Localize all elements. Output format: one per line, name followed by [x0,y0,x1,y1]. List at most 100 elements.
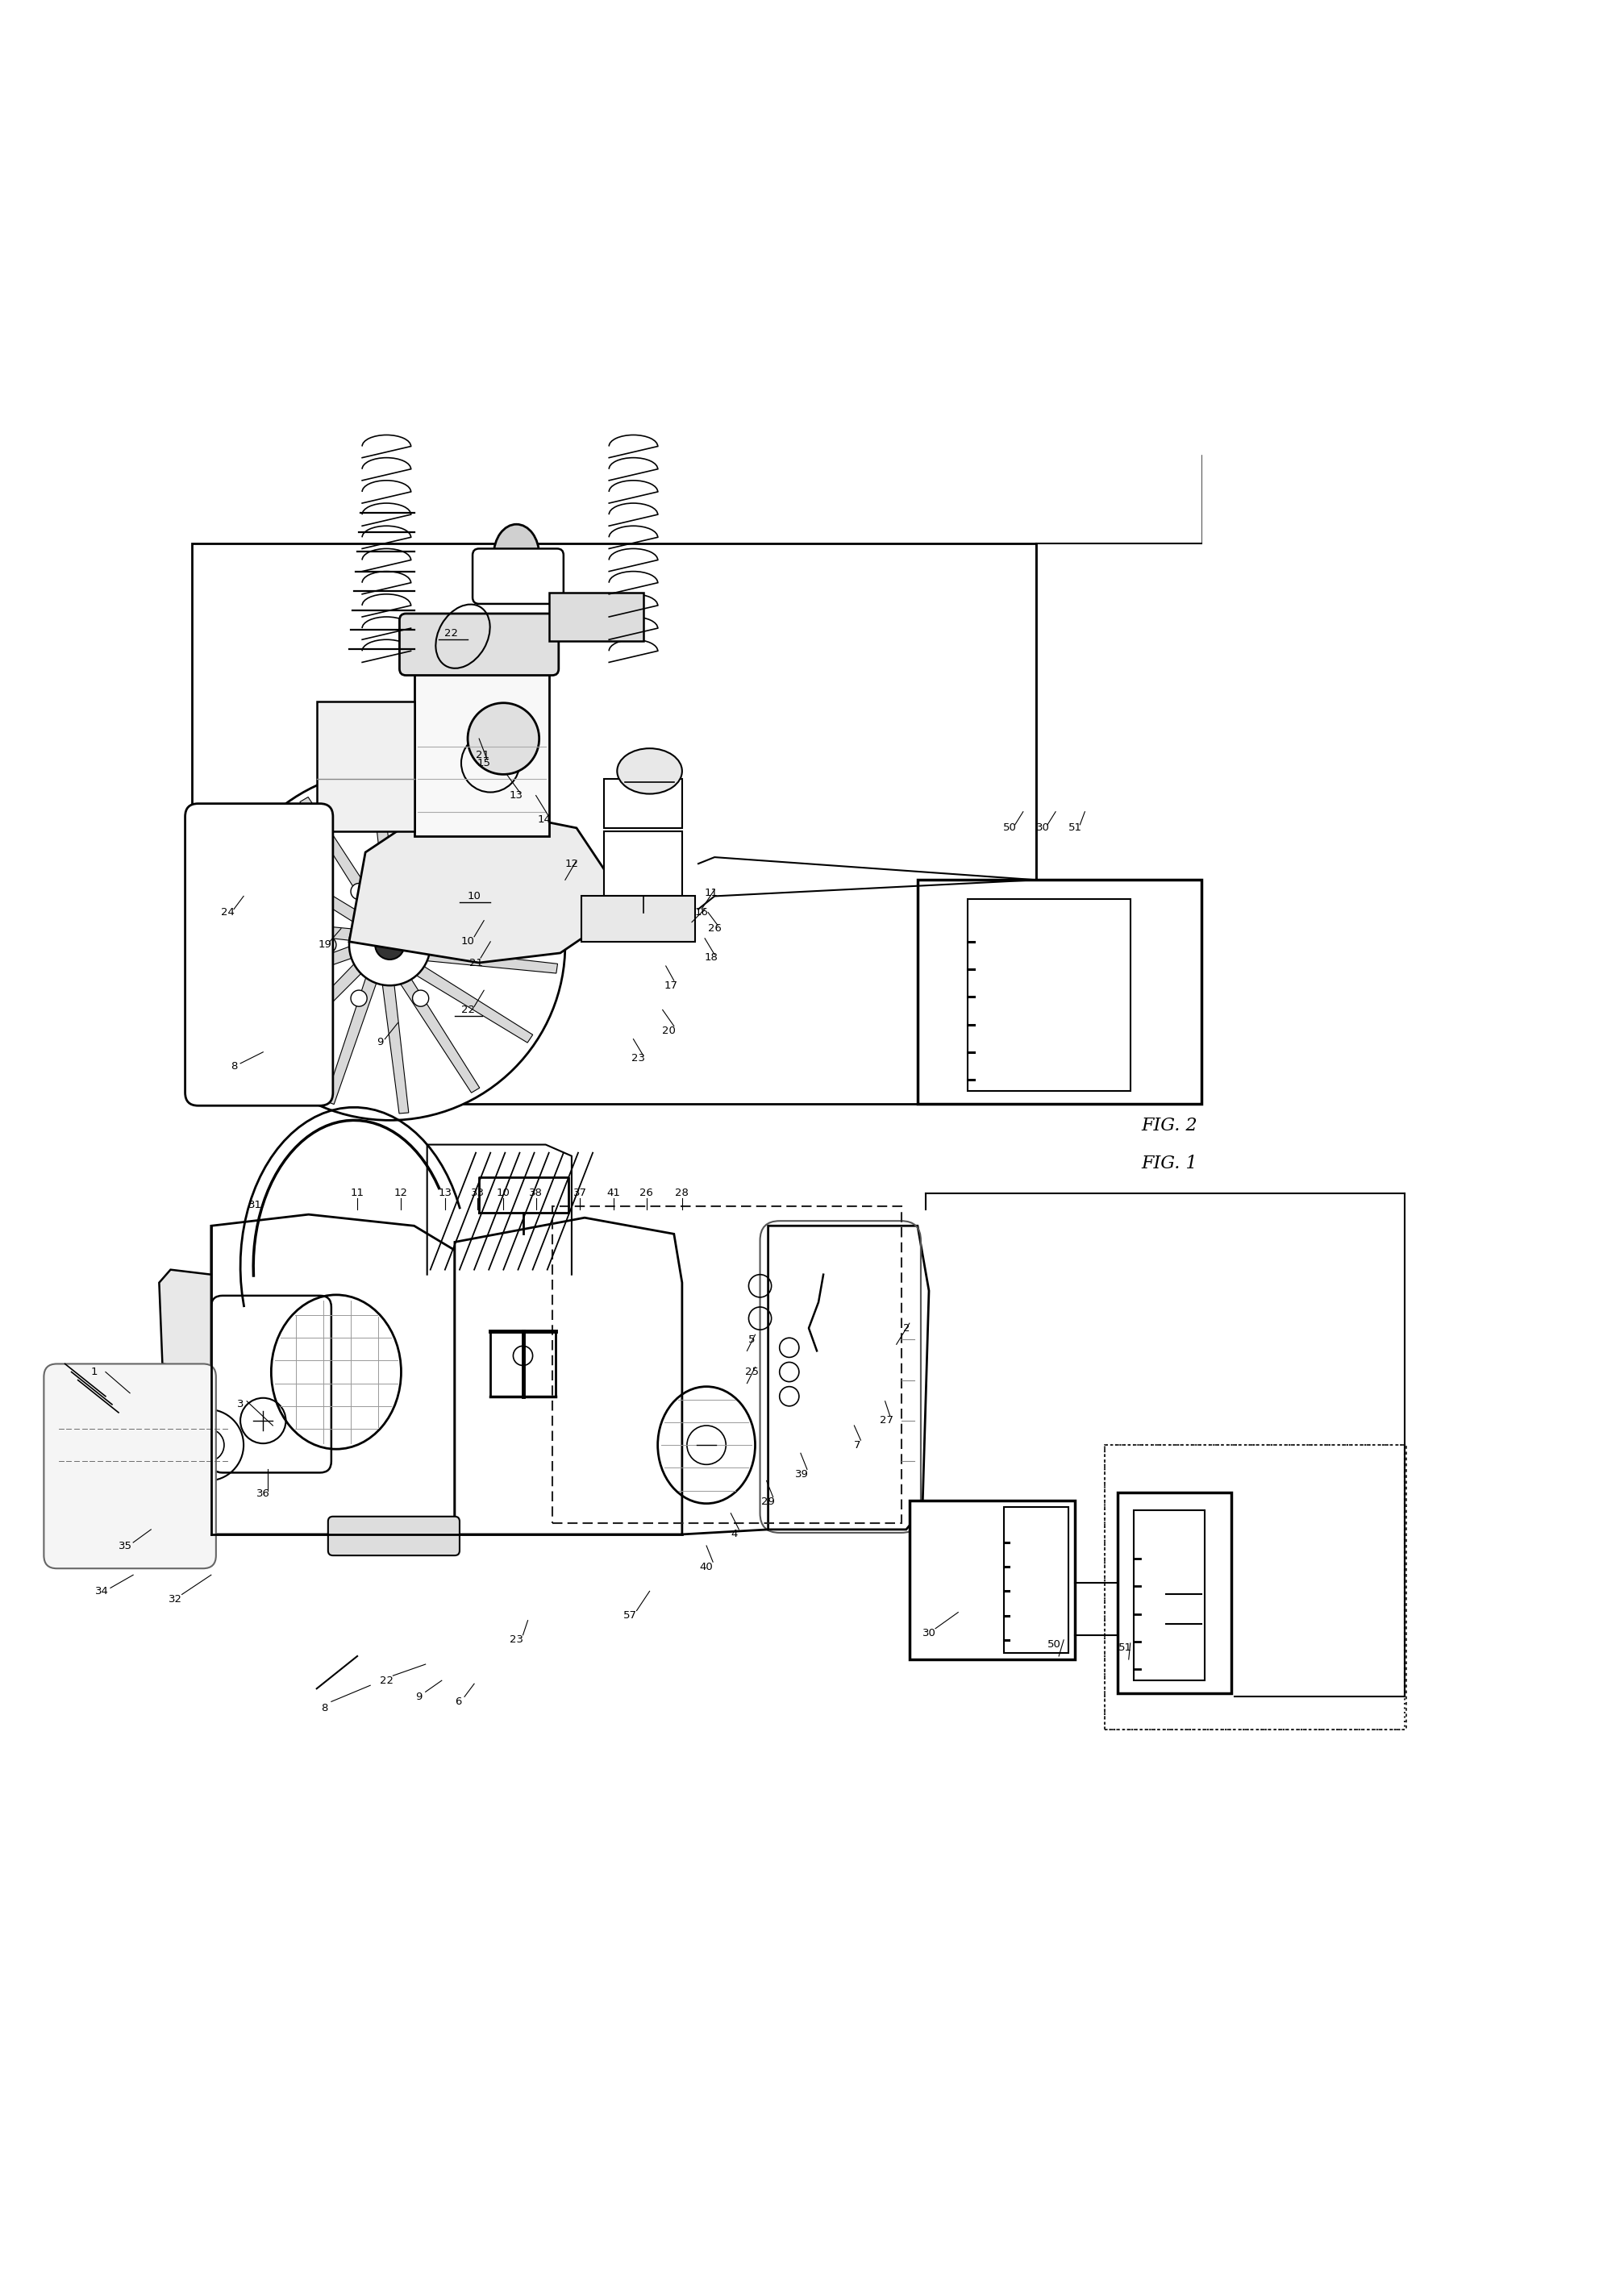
Text: 40: 40 [700,1562,713,1573]
Text: 29: 29 [762,1496,775,1507]
Bar [909,1500,1075,1659]
Polygon shape [227,946,356,1000]
Text: 17: 17 [664,980,677,991]
Bar [1104,1446,1405,1730]
Text: 22: 22 [461,1005,474,1016]
Text: 12: 12 [395,1189,408,1198]
Text: 38: 38 [529,1189,542,1198]
Bar [136,1487,151,1498]
Bar [65,1400,80,1412]
Text: 36: 36 [257,1489,270,1498]
Text: 41: 41 [607,1189,620,1198]
Circle shape [513,1346,533,1366]
Bar [172,1400,187,1412]
Polygon shape [159,1271,211,1373]
Text: 21: 21 [476,750,489,759]
Circle shape [349,905,430,986]
Bar [1104,1446,1406,1730]
FancyBboxPatch shape [400,614,559,675]
Text: 16: 16 [695,907,708,918]
Text: 21: 21 [469,957,482,968]
Text: 31: 31 [248,1200,261,1209]
Bar [581,896,695,941]
Text: 22: 22 [445,627,458,639]
Text: 27: 27 [880,1416,893,1425]
Text: 30: 30 [922,1627,935,1639]
Text: 26: 26 [708,923,721,934]
Circle shape [351,991,367,1007]
Circle shape [375,930,404,959]
Text: 20: 20 [663,1025,676,1036]
Text: 22: 22 [380,1675,393,1687]
Bar [317,702,414,832]
Text: 11: 11 [705,889,718,898]
Polygon shape [247,848,367,925]
Polygon shape [455,1218,682,1534]
Bar [136,1400,151,1412]
Text: 25: 25 [745,1366,758,1377]
Text: 23: 23 [632,1052,645,1064]
Polygon shape [349,811,609,964]
Bar [65,1487,80,1498]
Circle shape [214,771,565,1121]
FancyBboxPatch shape [44,1364,216,1568]
Bar [918,880,1202,1105]
Text: 19: 19 [318,939,331,950]
Polygon shape [222,916,357,941]
FancyBboxPatch shape [185,805,333,1105]
Bar [119,1487,133,1498]
Text: 15: 15 [477,757,490,768]
Bar [192,543,1036,1105]
Ellipse shape [494,525,539,586]
Polygon shape [416,825,516,930]
Bar [49,1430,219,1462]
Bar [101,1487,115,1498]
Bar [101,1400,115,1412]
Text: 26: 26 [640,1189,653,1198]
Text: 7: 7 [854,1439,861,1450]
Polygon shape [768,1225,929,1530]
Polygon shape [401,786,455,916]
Text: 1: 1 [91,1366,97,1377]
Text: 50: 50 [1047,1639,1060,1650]
Text: 51: 51 [1069,823,1082,834]
Text: 8: 8 [322,1702,328,1714]
Text: 3: 3 [237,1400,244,1409]
Bar [604,780,682,827]
Text: 28: 28 [676,1189,689,1198]
Text: 11: 11 [351,1189,364,1198]
Polygon shape [382,980,409,1114]
Bar [1004,1507,1069,1652]
Ellipse shape [45,1430,62,1462]
Bar [190,1400,205,1412]
Bar [968,900,1130,1091]
Polygon shape [422,948,557,973]
Text: 5: 5 [749,1334,755,1346]
Text: 35: 35 [119,1541,132,1550]
Bar [119,1400,133,1412]
Polygon shape [263,961,364,1064]
Bar [549,593,643,641]
FancyBboxPatch shape [473,548,564,605]
FancyBboxPatch shape [328,1516,460,1555]
Polygon shape [300,798,382,914]
Text: 30: 30 [1036,823,1049,834]
Text: 10: 10 [468,891,481,902]
Text: 33: 33 [471,1189,484,1198]
Text: 51: 51 [1119,1643,1132,1652]
Bar [552,1207,901,1523]
Polygon shape [325,973,378,1105]
FancyBboxPatch shape [211,1296,331,1473]
Polygon shape [211,1214,455,1534]
Circle shape [412,991,429,1007]
Text: 10: 10 [461,936,474,948]
Bar [1134,1509,1205,1680]
Circle shape [412,884,429,900]
Polygon shape [370,777,398,909]
Text: 24: 24 [221,907,234,918]
Circle shape [443,936,460,952]
Text: 57: 57 [624,1609,637,1621]
Text: 9: 9 [416,1691,422,1702]
Text: 23: 23 [510,1634,523,1646]
Text: 4: 4 [731,1530,737,1539]
